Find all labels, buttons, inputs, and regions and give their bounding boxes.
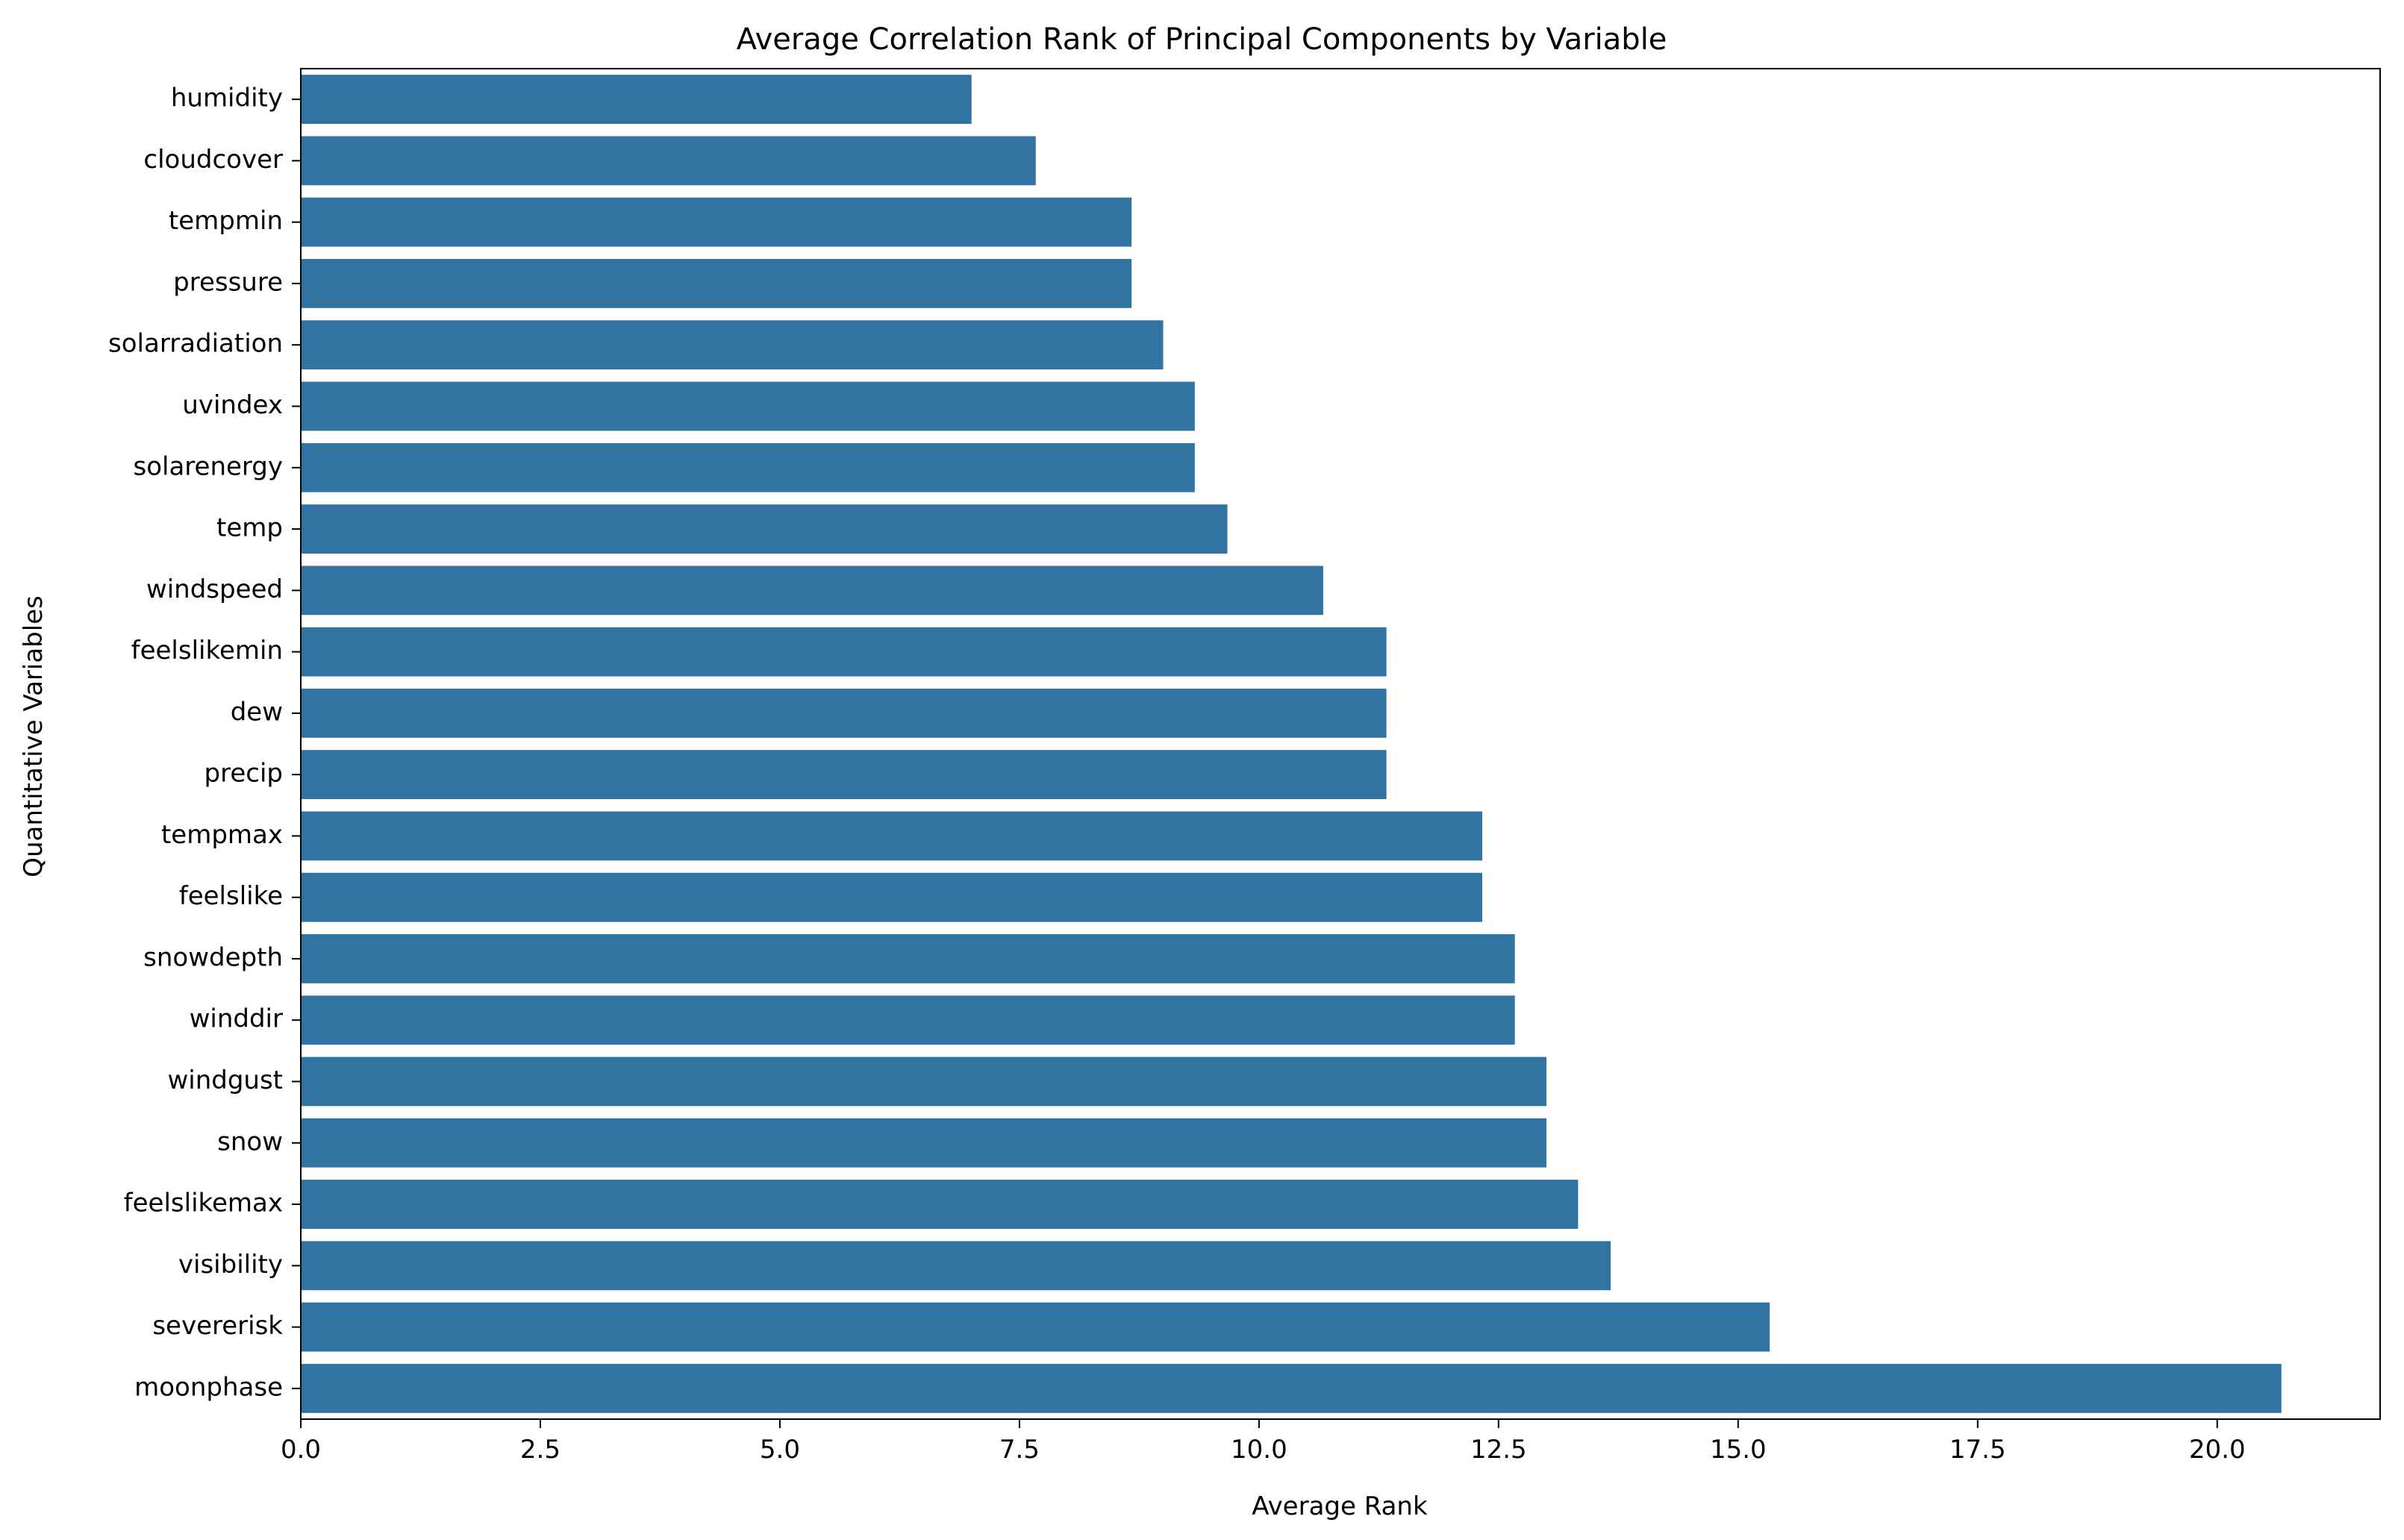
y-tick-label: cloudcover (143, 145, 283, 175)
bar-solarradiation (301, 320, 1164, 370)
y-tick-label: feelslikemax (124, 1189, 283, 1218)
y-tick-label: windspeed (146, 575, 283, 604)
bar-solarenergy (301, 442, 1195, 492)
y-tick-label: visibility (178, 1250, 283, 1280)
x-tick-label: 5.0 (760, 1435, 800, 1465)
x-axis-label: Average Rank (1252, 1492, 1428, 1521)
y-tick-label: humidity (171, 84, 283, 113)
y-tick-label: severerisk (152, 1311, 283, 1341)
y-tick-label: snow (217, 1127, 283, 1156)
y-tick-label: tempmin (169, 206, 283, 236)
bars-layer (301, 75, 2282, 1413)
x-tick-label: 0.0 (281, 1435, 321, 1465)
y-tick-label: solarenergy (134, 451, 284, 481)
y-tick-label: feelslike (179, 881, 283, 911)
y-tick-label: winddir (190, 1004, 283, 1034)
chart-title: Average Correlation Rank of Principal Co… (737, 22, 1667, 57)
y-tick-label: solarradiation (108, 329, 283, 359)
x-tick-label: 12.5 (1470, 1435, 1527, 1465)
bar-winddir (301, 995, 1515, 1045)
bar-snowdepth (301, 934, 1515, 983)
x-tick-label: 20.0 (2189, 1435, 2246, 1465)
y-tick-label: precip (205, 759, 283, 789)
y-axis-label: Quantitative Variables (19, 595, 49, 877)
bar-uvindex (301, 381, 1195, 431)
bar-tempmin (301, 197, 1132, 247)
y-tick-label: moonphase (134, 1372, 283, 1402)
y-tick-label: snowdepth (143, 942, 283, 972)
y-tick-label: uvindex (182, 390, 283, 420)
bar-precip (301, 750, 1387, 800)
y-tick-label: tempmax (161, 820, 283, 850)
x-tick-label: 7.5 (999, 1435, 1040, 1465)
bar-feelslikemin (301, 627, 1387, 677)
x-tick-label: 2.5 (520, 1435, 561, 1465)
y-tick-label: dew (231, 697, 283, 727)
ticks-layer: humidity cloudcover tempmin pressure solarra… (108, 84, 2246, 1465)
bar-feelslikemax (301, 1180, 1579, 1229)
bar-pressure (301, 259, 1132, 308)
plot-frame (300, 68, 2381, 1420)
bar-visibility (301, 1241, 1611, 1291)
bar-temp (301, 504, 1228, 554)
x-tick-label: 17.5 (1949, 1435, 2006, 1465)
bar-severerisk (301, 1302, 1770, 1352)
bar-cloudcover (301, 136, 1036, 186)
bar-snow (301, 1118, 1547, 1168)
bar-windgust (301, 1057, 1547, 1107)
bar-humidity (301, 75, 972, 125)
y-tick-label: temp (216, 513, 283, 543)
bar-dew (301, 688, 1387, 738)
bar-moonphase (301, 1363, 2282, 1413)
x-tick-label: 15.0 (1710, 1435, 1767, 1465)
y-tick-label: windgust (167, 1065, 283, 1095)
bar-feelslike (301, 872, 1483, 922)
y-tick-label: pressure (173, 267, 283, 297)
y-tick-label: feelslikemin (131, 636, 283, 666)
x-tick-label: 10.0 (1231, 1435, 1287, 1465)
bar-tempmax (301, 811, 1483, 861)
bar-windspeed (301, 566, 1323, 616)
